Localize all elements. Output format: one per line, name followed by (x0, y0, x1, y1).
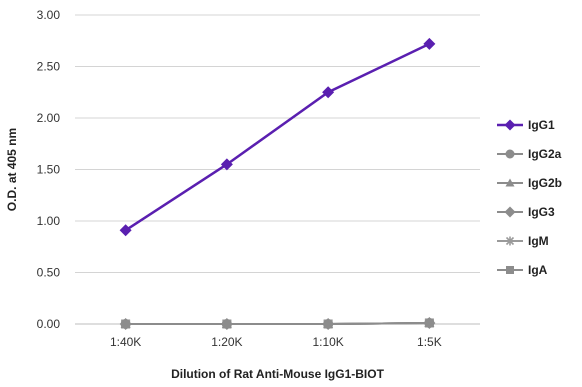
y-tick-label: 3.00 (37, 8, 61, 22)
x-axis-title: Dilution of Rat Anti-Mouse IgG1-BIOT (171, 367, 385, 381)
y-tick-label: 0.50 (37, 266, 61, 280)
series-line (124, 42, 430, 232)
legend-marker (505, 236, 515, 246)
x-tick-label: 1:5K (417, 335, 442, 349)
data-point (322, 86, 335, 99)
legend-entry: IgG1 (497, 118, 555, 132)
legend-entry: IgG2a (497, 147, 562, 161)
legend-marker (504, 206, 516, 218)
legend-entry: IgM (497, 234, 549, 248)
data-point (220, 158, 233, 171)
legend-marker (504, 119, 516, 131)
series-igg1 (119, 37, 436, 237)
y-tick-label: 2.00 (37, 111, 61, 125)
legend-marker (506, 266, 514, 274)
series-igg2a (120, 317, 435, 329)
x-tick-label: 1:20K (211, 335, 242, 349)
data-point (323, 319, 334, 329)
legend-entry: IgA (497, 263, 548, 277)
data-point (120, 319, 131, 329)
data-point (119, 224, 132, 237)
data-point (424, 317, 435, 328)
legend: IgG1 IgG2a IgG2b IgG3 IgM IgA (497, 118, 562, 277)
series-group (119, 37, 436, 330)
x-axis-ticks: 1:40K 1:20K 1:10K 1:5K (110, 335, 442, 349)
legend-label: IgG3 (528, 205, 555, 219)
y-axis-ticks: 0.00 0.50 1.00 1.50 2.00 2.50 3.00 (37, 8, 61, 331)
data-point (221, 319, 232, 329)
x-tick-label: 1:10K (312, 335, 343, 349)
y-tick-label: 1.50 (37, 163, 61, 177)
legend-entry: IgG2b (497, 176, 562, 190)
legend-label: IgG2b (528, 176, 562, 190)
legend-marker (505, 149, 515, 159)
legend-marker (505, 178, 515, 187)
series-line (125, 321, 430, 325)
x-tick-label: 1:40K (110, 335, 141, 349)
legend-label: IgA (528, 263, 548, 277)
y-tick-label: 0.00 (37, 317, 61, 331)
y-axis-title: O.D. at 405 nm (5, 128, 19, 211)
legend-label: IgG1 (528, 118, 555, 132)
y-tick-label: 2.50 (37, 60, 61, 74)
gridlines (75, 14, 480, 273)
data-point (423, 37, 436, 50)
legend-label: IgG2a (528, 147, 562, 161)
legend-entry: IgG3 (497, 205, 555, 219)
y-tick-label: 1.00 (37, 214, 61, 228)
legend-label: IgM (528, 234, 549, 248)
